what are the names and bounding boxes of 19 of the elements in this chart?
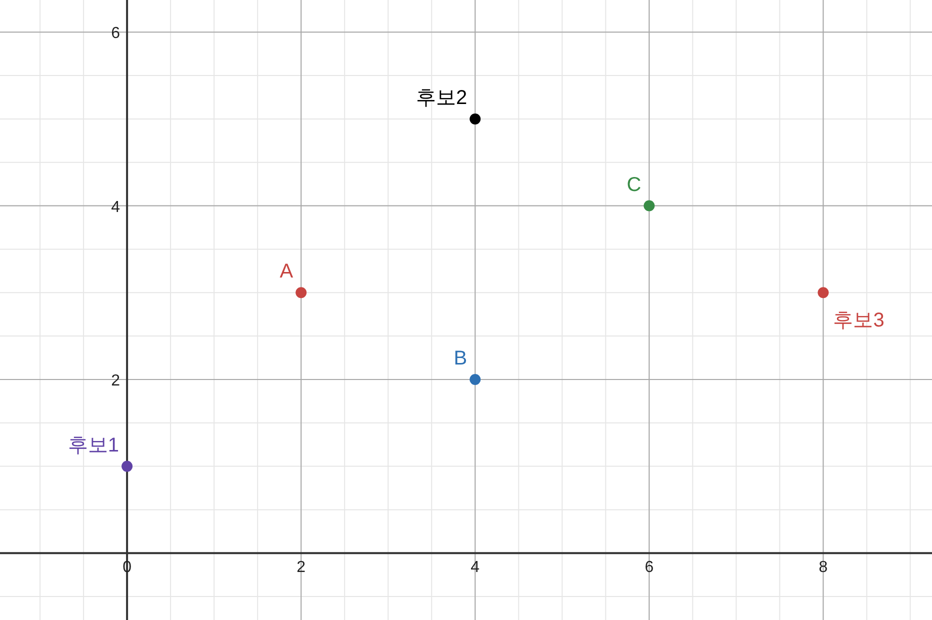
point [818, 287, 829, 298]
point [470, 374, 481, 385]
point [296, 287, 307, 298]
x-tick-label: 4 [470, 559, 480, 576]
y-tick-label: 2 [111, 372, 120, 390]
x-tick-label: 6 [644, 559, 654, 576]
series-label: 후보2 [416, 86, 468, 109]
x-tick-label: 2 [296, 559, 306, 576]
series-label: B [454, 347, 468, 370]
point [470, 113, 481, 124]
point [644, 200, 655, 212]
series-label: A [280, 260, 294, 283]
x-tick-label: 8 [818, 559, 828, 576]
y-tick-label: 4 [111, 198, 120, 216]
series-label: C [626, 174, 642, 196]
y-tick-label: 6 [111, 25, 120, 42]
series-label: 후보1 [68, 434, 120, 456]
series-label: 후보3 [833, 310, 884, 332]
point [122, 460, 133, 472]
